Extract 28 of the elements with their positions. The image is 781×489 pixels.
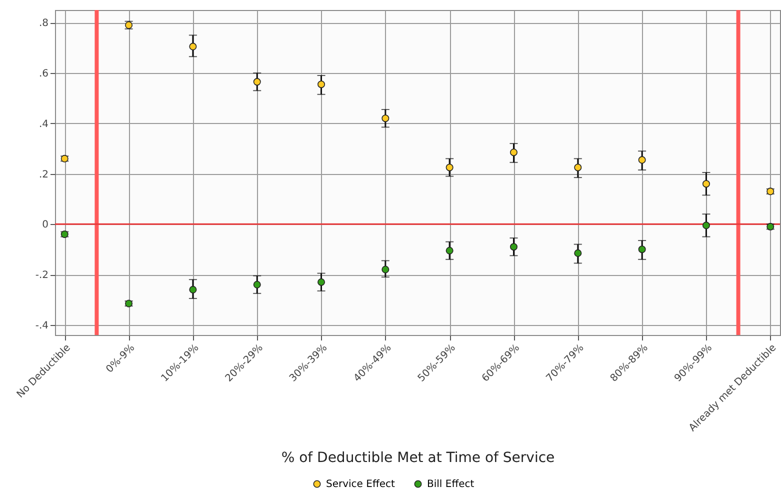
y-tick-label: -.2 [35, 270, 48, 282]
point [253, 78, 261, 86]
point [382, 114, 390, 122]
point [382, 266, 390, 274]
point [510, 243, 518, 251]
legend-label: Bill Effect [427, 479, 474, 489]
y-tick-label: .6 [38, 68, 48, 80]
legend-label: Service Effect [326, 479, 395, 489]
point [318, 80, 326, 88]
y-tick-label: .8 [38, 18, 48, 30]
point [638, 246, 646, 254]
point [574, 164, 582, 172]
point [510, 148, 518, 156]
point [702, 180, 710, 188]
y-tick-label: .4 [38, 118, 48, 130]
point [189, 42, 197, 50]
x-axis-title: % of Deductible Met at Time of Service [281, 450, 555, 466]
y-tick-label: 0 [42, 220, 48, 231]
point [253, 280, 261, 288]
y-tick-label: -.4 [35, 320, 48, 332]
point [446, 246, 454, 254]
point [638, 156, 646, 164]
point [574, 249, 582, 257]
point [189, 286, 197, 294]
point [318, 278, 326, 286]
point [702, 222, 710, 230]
y-tick-label: .2 [38, 169, 48, 180]
point [446, 164, 454, 172]
